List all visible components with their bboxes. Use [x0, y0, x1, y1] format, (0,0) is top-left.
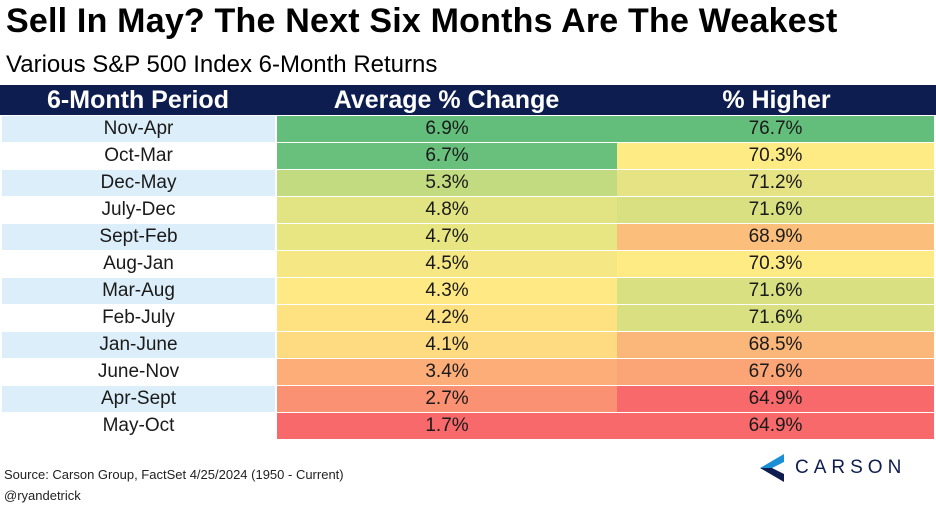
percent-higher-cell: 71.6% [617, 305, 934, 331]
table-row: Mar-Aug 4.3% 71.6% [0, 278, 936, 305]
average-change-cell: 4.1% [277, 332, 617, 358]
average-change-cell: 6.7% [277, 143, 617, 169]
author-handle: @ryandetrick [4, 488, 81, 503]
table-row: Dec-May 5.3% 71.2% [0, 170, 936, 197]
table-row: Jan-June 4.1% 68.5% [0, 332, 936, 359]
table-row: Nov-Apr 6.9% 76.7% [0, 116, 936, 143]
period-cell: Oct-Mar [2, 143, 275, 169]
period-cell: May-Oct [2, 413, 275, 439]
table-row: June-Nov 3.4% 67.6% [0, 359, 936, 386]
carson-chevron-logo-icon [760, 454, 784, 482]
percent-higher-cell: 67.6% [617, 359, 934, 385]
percent-higher-cell: 71.6% [617, 197, 934, 223]
chart-subtitle: Various S&P 500 Index 6-Month Returns [6, 51, 438, 78]
table-body: Nov-Apr 6.9% 76.7% Oct-Mar 6.7% 70.3% Dec-May 5… [0, 116, 936, 440]
table-row: Aug-Jan 4.5% 70.3% [0, 251, 936, 278]
table-row: Apr-Sept 2.7% 64.9% [0, 386, 936, 413]
average-change-cell: 5.3% [277, 170, 617, 196]
percent-higher-cell: 71.2% [617, 170, 934, 196]
table-row: May-Oct 1.7% 64.9% [0, 413, 936, 440]
table-row: Sept-Feb 4.7% 68.9% [0, 224, 936, 251]
period-cell: Mar-Aug [2, 278, 275, 304]
table-row: Feb-July 4.2% 71.6% [0, 305, 936, 332]
table-row: Oct-Mar 6.7% 70.3% [0, 143, 936, 170]
period-cell: Nov-Apr [2, 116, 275, 142]
chart-title: Sell In May? The Next Six Months Are The… [6, 2, 838, 40]
period-cell: July-Dec [2, 197, 275, 223]
average-change-cell: 4.3% [277, 278, 617, 304]
period-cell: June-Nov [2, 359, 275, 385]
percent-higher-cell: 68.9% [617, 224, 934, 250]
period-cell: Dec-May [2, 170, 275, 196]
column-header-average-change: Average % Change [333, 86, 560, 114]
column-header-period: 6-Month Period [47, 86, 229, 114]
percent-higher-cell: 71.6% [617, 278, 934, 304]
table-row: July-Dec 4.8% 71.6% [0, 197, 936, 224]
period-cell: Sept-Feb [2, 224, 275, 250]
percent-higher-cell: 68.5% [617, 332, 934, 358]
period-cell: Feb-July [2, 305, 275, 331]
source-note: Source: Carson Group, FactSet 4/25/2024 … [4, 467, 344, 482]
average-change-cell: 4.8% [277, 197, 617, 223]
average-change-cell: 4.7% [277, 224, 617, 250]
carson-logo: CARSON [758, 452, 928, 484]
percent-higher-cell: 64.9% [617, 413, 934, 439]
average-change-cell: 1.7% [277, 413, 617, 439]
table-header: 6-Month Period Average % Change % Higher [0, 85, 936, 115]
period-cell: Jan-June [2, 332, 275, 358]
average-change-cell: 6.9% [277, 116, 617, 142]
average-change-cell: 2.7% [277, 386, 617, 412]
percent-higher-cell: 76.7% [617, 116, 934, 142]
period-cell: Apr-Sept [2, 386, 275, 412]
logo-text: CARSON [795, 457, 907, 478]
average-change-cell: 4.5% [277, 251, 617, 277]
period-cell: Aug-Jan [2, 251, 275, 277]
column-header-percent-higher: % Higher [722, 86, 831, 114]
percent-higher-cell: 70.3% [617, 143, 934, 169]
average-change-cell: 4.2% [277, 305, 617, 331]
average-change-cell: 3.4% [277, 359, 617, 385]
percent-higher-cell: 70.3% [617, 251, 934, 277]
percent-higher-cell: 64.9% [617, 386, 934, 412]
